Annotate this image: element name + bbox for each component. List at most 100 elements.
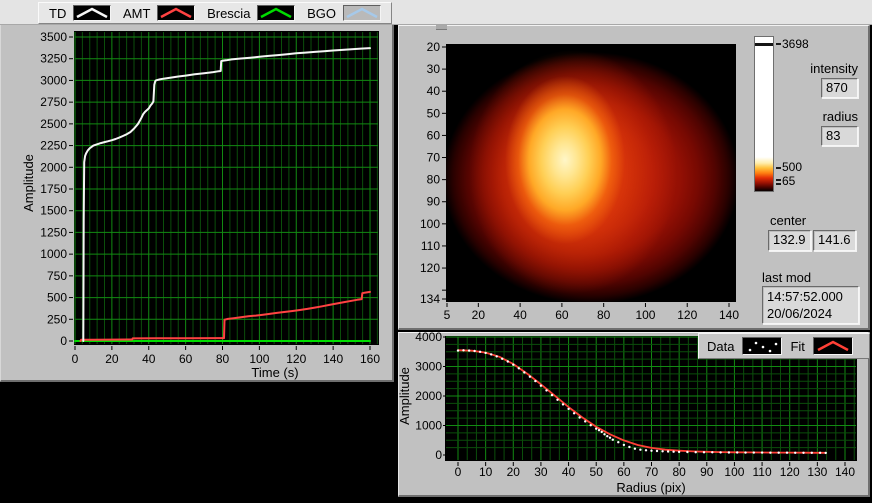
series-Data: [595, 428, 597, 430]
y-tick-label: 4000: [415, 332, 442, 344]
beam-image[interactable]: [446, 44, 736, 302]
series-Data: [551, 394, 553, 396]
y-tick-label: 3500: [40, 30, 67, 44]
radius-field: 83: [821, 126, 858, 146]
image-x-tick-label: 20: [472, 308, 486, 322]
image-y-tick-label: 70: [427, 151, 441, 165]
td-line-sample-icon: [74, 6, 110, 20]
x-tick-label: 40: [142, 352, 156, 366]
series-Data: [667, 450, 669, 452]
legend-label-amt: AMT: [123, 6, 150, 21]
x-tick-label: 60: [179, 352, 193, 366]
x-tick-label: 0: [455, 465, 462, 479]
amt-line-sample-icon: [158, 6, 194, 20]
image-x-tick-label: 80: [597, 308, 611, 322]
dot: [775, 343, 778, 346]
x-tick-label: 30: [534, 465, 548, 479]
legend-swatch-fit[interactable]: [813, 337, 853, 355]
series-Data: [645, 449, 647, 451]
x-tick-label: 20: [507, 465, 521, 479]
y-tick-label: 0: [435, 448, 442, 462]
intensity-colorbar[interactable]: [754, 36, 774, 192]
series-Data: [578, 416, 580, 418]
lastmod-field: 14:57:52.000 20/06/2024: [762, 286, 859, 324]
image-y-tick-label: 134: [420, 292, 440, 306]
image-y-tick-label: 90: [427, 195, 441, 209]
series-Data: [639, 449, 641, 451]
colorbar-min-tick-upper: [776, 179, 781, 181]
dot: [762, 346, 765, 349]
bgo-line-sample-icon: [344, 6, 380, 20]
series-Data: [556, 399, 558, 401]
image-y-tick-label: 20: [427, 40, 441, 54]
series-Data: [819, 452, 821, 454]
x-axis-title: Radius (pix): [616, 480, 685, 495]
time-chart[interactable]: 0204060801001201401600250500750100012501…: [0, 25, 394, 382]
legend-item-brescia: Brescia: [207, 5, 295, 21]
colorbar-mid-label: 500: [782, 160, 802, 174]
series-Data: [744, 451, 746, 453]
lastmod-date: 20/06/2024: [767, 305, 854, 322]
image-x-tick-label: 5: [444, 308, 451, 322]
series-Data: [678, 451, 680, 453]
y-tick-label: 2750: [40, 95, 67, 109]
legend-label-td: TD: [49, 6, 66, 21]
legend-swatch-data[interactable]: [742, 337, 782, 355]
dot: [769, 350, 772, 353]
y-tick-label: 1500: [40, 204, 67, 218]
x-tick-label: 120: [286, 352, 306, 366]
series-Data: [711, 451, 713, 453]
series-Data: [623, 444, 625, 446]
legend-swatch-brescia[interactable]: [257, 5, 295, 21]
series-Data: [462, 349, 464, 351]
image-y-tick-label: 30: [427, 62, 441, 76]
y-axis-title: Amplitude: [21, 154, 36, 212]
series-Data: [672, 451, 674, 453]
data-dots-sample-icon: [743, 338, 781, 354]
series-Data: [617, 441, 619, 443]
series-Data: [540, 385, 542, 387]
series-Data: [786, 452, 788, 454]
center-label: center: [770, 213, 806, 228]
legend-label-fit: Fit: [790, 339, 804, 354]
series-Data: [529, 376, 531, 378]
series-Data: [479, 351, 481, 353]
screen: TD AMT Brescia BGO 020406080100120140160…: [0, 0, 872, 503]
image-y-tick-label: 80: [427, 173, 441, 187]
y-tick-label: 1000: [415, 419, 442, 433]
series-Data: [753, 451, 755, 453]
series-Data: [728, 451, 730, 453]
series-Data: [703, 451, 705, 453]
image-x-tick-label: 120: [677, 308, 697, 322]
colorbar-max-label: 3698: [782, 37, 809, 51]
series-Data: [634, 448, 636, 450]
series-Data: [778, 452, 780, 454]
series-Data: [468, 349, 470, 351]
colorbar-min-label: 65: [782, 174, 795, 188]
series-Data: [545, 389, 547, 391]
legend-swatch-bgo[interactable]: [343, 5, 381, 21]
series-Data: [562, 403, 564, 405]
series-Data: [736, 451, 738, 453]
series-Data: [507, 360, 509, 362]
center-x-field: 132.9: [768, 230, 811, 251]
legend-label-data: Data: [707, 339, 734, 354]
series-Data: [761, 451, 763, 453]
series-Data: [601, 431, 603, 433]
colorbar-max-tick: [776, 43, 781, 45]
series-Data: [811, 452, 813, 454]
image-y-tick-label: 40: [427, 84, 441, 98]
legend-swatch-td[interactable]: [73, 5, 111, 21]
series-Data: [567, 408, 569, 410]
image-y-tick-label: 60: [427, 128, 441, 142]
x-tick-label: 100: [249, 352, 269, 366]
legend-swatch-amt[interactable]: [157, 5, 195, 21]
series-Data: [518, 367, 520, 369]
series-Data: [473, 350, 475, 352]
image-x-tick-label: 100: [635, 308, 655, 322]
x-tick-label: 100: [724, 465, 744, 479]
y-tick-label: 250: [47, 312, 67, 326]
x-tick-label: 10: [479, 465, 493, 479]
x-tick-label: 70: [645, 465, 659, 479]
time-chart-legend: TD AMT Brescia BGO: [38, 2, 392, 24]
